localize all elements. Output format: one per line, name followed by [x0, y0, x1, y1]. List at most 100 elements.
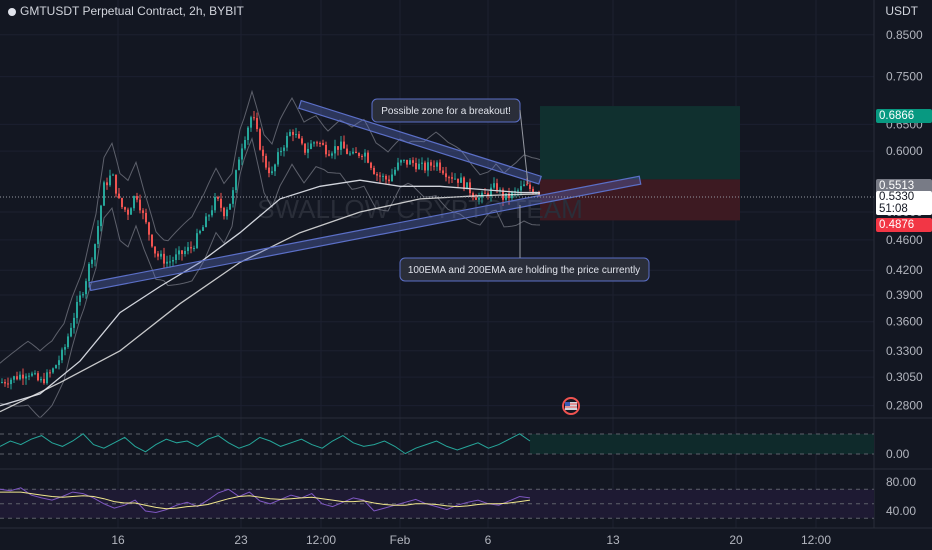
candle-body — [403, 159, 405, 161]
candle-body — [238, 159, 240, 171]
candle-body — [454, 178, 456, 180]
candle-body — [274, 164, 276, 172]
candle-body — [157, 253, 159, 257]
symbol-header[interactable]: GMTUSDT Perpetual Contract, 2h, BYBIT — [8, 4, 244, 18]
candle-body — [277, 152, 279, 165]
currency-label: USDT — [885, 4, 918, 18]
candle-body — [505, 193, 507, 200]
candle-body — [283, 147, 285, 151]
oscillator-pane[interactable]: 0.00 — [0, 433, 910, 461]
candle-body — [16, 376, 18, 380]
candle-body — [46, 372, 48, 384]
candle-body — [136, 196, 138, 200]
price-tick-label: 0.4600 — [886, 233, 923, 247]
bar-countdown: 51:08 — [879, 203, 908, 215]
time-axis[interactable]: 16 23 12:00 Feb 6 13 20 12:00 — [111, 533, 831, 547]
candle-body — [490, 187, 492, 197]
candle-body — [394, 169, 396, 175]
candle-body — [253, 117, 255, 119]
candle-body — [115, 174, 117, 194]
candle-body — [295, 134, 297, 136]
candle-body — [205, 216, 207, 228]
candle-body — [91, 259, 93, 264]
candle-body — [232, 190, 234, 204]
candle-body — [142, 210, 144, 213]
candle-body — [358, 153, 360, 156]
candle-body — [424, 162, 426, 171]
candle-body — [367, 152, 369, 163]
triangle-pattern[interactable] — [88, 99, 642, 292]
candle-body — [289, 131, 291, 136]
current-price-label: 0.5330 51:08 — [876, 191, 932, 215]
rsi-pane[interactable]: 80.00 40.00 — [0, 475, 916, 519]
candle-body — [145, 212, 147, 223]
candle-body — [94, 244, 96, 260]
candle-body — [100, 205, 102, 227]
candle-body — [319, 142, 321, 144]
candle-body — [121, 198, 123, 208]
candle-body — [103, 182, 105, 206]
candle-body — [169, 261, 171, 263]
position-zones — [540, 106, 740, 221]
candle-body — [34, 373, 36, 375]
candle-body — [118, 193, 120, 199]
candle-body — [472, 193, 474, 198]
rsi-tick-label: 40.00 — [886, 504, 916, 518]
candle-body — [457, 178, 459, 183]
price-tick-label: 0.8500 — [886, 28, 923, 42]
candle-body — [1, 382, 3, 384]
candle-body — [19, 374, 21, 380]
candle-body — [7, 383, 9, 385]
flag-icon[interactable] — [562, 397, 580, 415]
candle-body — [106, 182, 108, 186]
callout-bottom[interactable]: 100EMA and 200EMA are holding the price … — [399, 205, 650, 282]
candle-body — [436, 162, 438, 167]
callout-top[interactable]: Possible zone for a breakout! — [371, 98, 529, 185]
candle-body — [415, 162, 417, 170]
candle-body — [241, 148, 243, 160]
candle-body — [4, 382, 6, 384]
price-tick-label: 0.2800 — [886, 399, 923, 413]
price-tick-label: 0.3050 — [886, 370, 923, 384]
candle-body — [349, 153, 351, 155]
time-tick-label: 13 — [606, 533, 620, 547]
candle-body — [433, 165, 435, 167]
candle-body — [379, 175, 381, 177]
candle-body — [112, 174, 114, 176]
candle-body — [223, 207, 225, 217]
candle-body — [400, 160, 402, 163]
candle-body — [352, 151, 354, 154]
candle-body — [292, 131, 294, 135]
osc-line — [0, 433, 531, 455]
candle-body — [175, 254, 177, 260]
bollinger-upper — [0, 89, 541, 364]
candle-body — [199, 230, 201, 234]
candle-body — [127, 209, 129, 215]
candle-body — [271, 171, 273, 174]
candle-body — [355, 151, 357, 154]
current-price-value: 0.5330 — [879, 191, 915, 203]
candle-body — [328, 154, 330, 156]
candle-body — [385, 175, 387, 180]
candle-body — [466, 182, 468, 190]
candle-body — [361, 155, 363, 157]
candle-body — [262, 149, 264, 156]
candle-body — [220, 198, 222, 208]
candle-body — [85, 281, 87, 295]
loss-zone — [540, 179, 740, 221]
candle-body — [190, 247, 192, 249]
candle-body — [217, 196, 219, 199]
candle-body — [376, 174, 378, 176]
candle-body — [166, 261, 168, 264]
profit-zone — [540, 106, 740, 180]
candle-body — [373, 167, 375, 175]
triangle-lower-trendline — [88, 175, 642, 292]
candle-body — [235, 170, 237, 191]
candle-body — [133, 196, 135, 209]
candle-body — [532, 188, 534, 194]
candle-body — [13, 376, 15, 380]
candle-body — [478, 197, 480, 200]
candle-body — [310, 143, 312, 149]
